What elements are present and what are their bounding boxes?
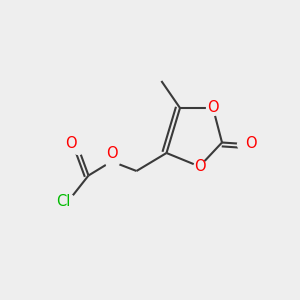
Text: O: O [207, 100, 219, 116]
Text: O: O [106, 146, 117, 160]
Text: Cl: Cl [56, 194, 70, 208]
Text: O: O [245, 136, 257, 152]
Text: O: O [66, 136, 77, 152]
Text: O: O [194, 159, 205, 174]
